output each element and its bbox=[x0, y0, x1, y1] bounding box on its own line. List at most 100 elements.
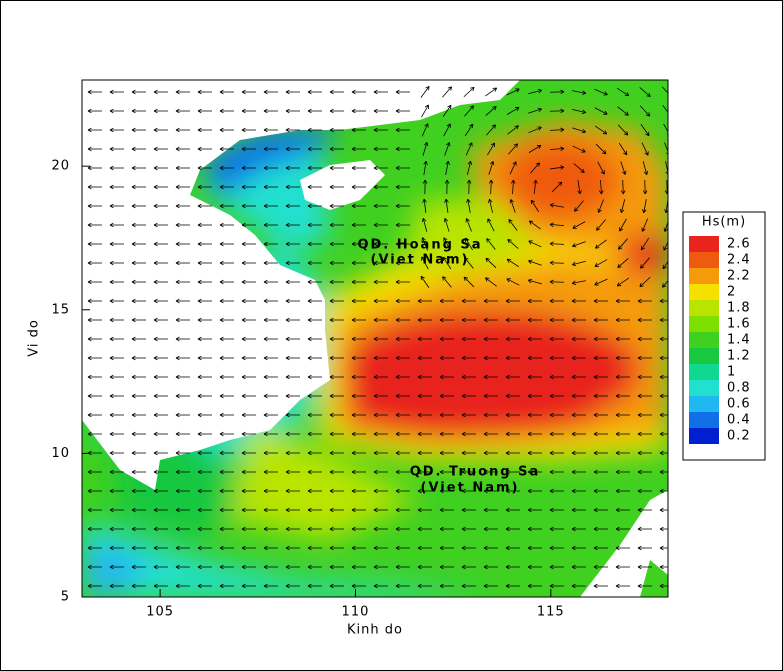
arrow bbox=[527, 412, 542, 418]
arrow bbox=[219, 374, 234, 380]
arrow bbox=[439, 355, 454, 361]
arrow bbox=[153, 355, 168, 361]
arrow bbox=[329, 393, 344, 399]
arrow bbox=[595, 143, 607, 155]
arrow bbox=[442, 86, 452, 98]
arrow bbox=[593, 431, 608, 437]
arrow bbox=[417, 469, 432, 475]
arrow bbox=[87, 279, 102, 285]
arrow bbox=[439, 583, 454, 589]
arrow bbox=[285, 431, 300, 437]
arrow bbox=[241, 374, 256, 380]
arrow bbox=[351, 564, 366, 570]
arrow bbox=[373, 450, 388, 456]
arrow bbox=[307, 108, 322, 114]
arrow bbox=[618, 142, 628, 156]
arrow bbox=[109, 260, 124, 266]
arrow bbox=[197, 488, 212, 494]
arrow bbox=[373, 222, 388, 228]
arrow bbox=[373, 317, 388, 323]
arrow bbox=[263, 298, 278, 304]
arrow bbox=[307, 583, 322, 589]
arrow bbox=[307, 469, 322, 475]
arrow bbox=[175, 241, 190, 247]
arrow bbox=[421, 237, 428, 251]
arrow bbox=[572, 127, 586, 134]
arrow bbox=[175, 108, 190, 114]
arrow bbox=[639, 105, 651, 117]
arrow bbox=[549, 317, 564, 323]
arrow bbox=[571, 488, 586, 494]
annotation: (Viet Nam) bbox=[421, 481, 520, 496]
arrow bbox=[373, 146, 388, 152]
arrow bbox=[483, 431, 498, 437]
arrow bbox=[109, 431, 124, 437]
arrow bbox=[153, 260, 168, 266]
arrow bbox=[263, 336, 278, 342]
arrow bbox=[421, 217, 428, 232]
arrow bbox=[619, 218, 627, 232]
arrow bbox=[263, 469, 278, 475]
arrow bbox=[285, 545, 300, 551]
arrow bbox=[443, 237, 451, 251]
arrow bbox=[109, 336, 124, 342]
arrow bbox=[329, 89, 344, 95]
arrow bbox=[571, 280, 586, 285]
arrow bbox=[461, 583, 476, 589]
arrow bbox=[637, 488, 652, 494]
arrow bbox=[507, 125, 519, 135]
arrow bbox=[153, 469, 168, 475]
arrow bbox=[659, 374, 668, 380]
arrow bbox=[197, 355, 212, 361]
arrow bbox=[131, 89, 146, 95]
arrow bbox=[87, 526, 102, 532]
land bbox=[580, 490, 668, 597]
arrow bbox=[637, 583, 652, 589]
arrow bbox=[109, 184, 124, 190]
arrow bbox=[571, 545, 586, 551]
arrow bbox=[619, 199, 626, 214]
arrow bbox=[329, 241, 344, 247]
arrow bbox=[533, 179, 538, 194]
arrow bbox=[595, 239, 607, 249]
arrow bbox=[593, 583, 608, 589]
arrow bbox=[483, 545, 498, 551]
arrow bbox=[197, 127, 212, 133]
arrow bbox=[637, 317, 652, 323]
arrow bbox=[307, 241, 322, 247]
arrow bbox=[549, 583, 564, 589]
arrow bbox=[131, 355, 146, 361]
arrow bbox=[131, 165, 146, 171]
arrow bbox=[571, 317, 586, 323]
arrow bbox=[439, 545, 454, 551]
arrow bbox=[263, 127, 278, 133]
arrow bbox=[373, 241, 388, 247]
arrow bbox=[109, 146, 124, 152]
arrow bbox=[241, 165, 256, 171]
arrow bbox=[175, 165, 190, 171]
colorbar-label: 0.6 bbox=[727, 397, 751, 412]
arrow bbox=[153, 526, 168, 532]
arrow bbox=[109, 450, 124, 456]
arrow bbox=[307, 317, 322, 323]
arrow bbox=[549, 564, 564, 570]
y-axis-label: Vi do bbox=[27, 319, 42, 357]
arrow bbox=[131, 279, 146, 285]
arrow bbox=[175, 488, 190, 494]
arrow bbox=[175, 507, 190, 513]
colorbar-label: 1.6 bbox=[727, 317, 751, 332]
arrow bbox=[599, 179, 604, 195]
arrow bbox=[263, 488, 278, 494]
arrow bbox=[373, 564, 388, 570]
arrow bbox=[329, 108, 344, 114]
arrow bbox=[528, 240, 542, 248]
arrow bbox=[285, 526, 300, 532]
arrow bbox=[461, 393, 476, 399]
arrow bbox=[395, 336, 410, 342]
arrow bbox=[528, 107, 542, 114]
arrow bbox=[131, 412, 146, 418]
colorbar-swatch bbox=[689, 428, 719, 444]
arrow bbox=[197, 203, 212, 209]
colorbar-title: Hs(m) bbox=[702, 215, 746, 230]
arrow bbox=[642, 179, 648, 195]
